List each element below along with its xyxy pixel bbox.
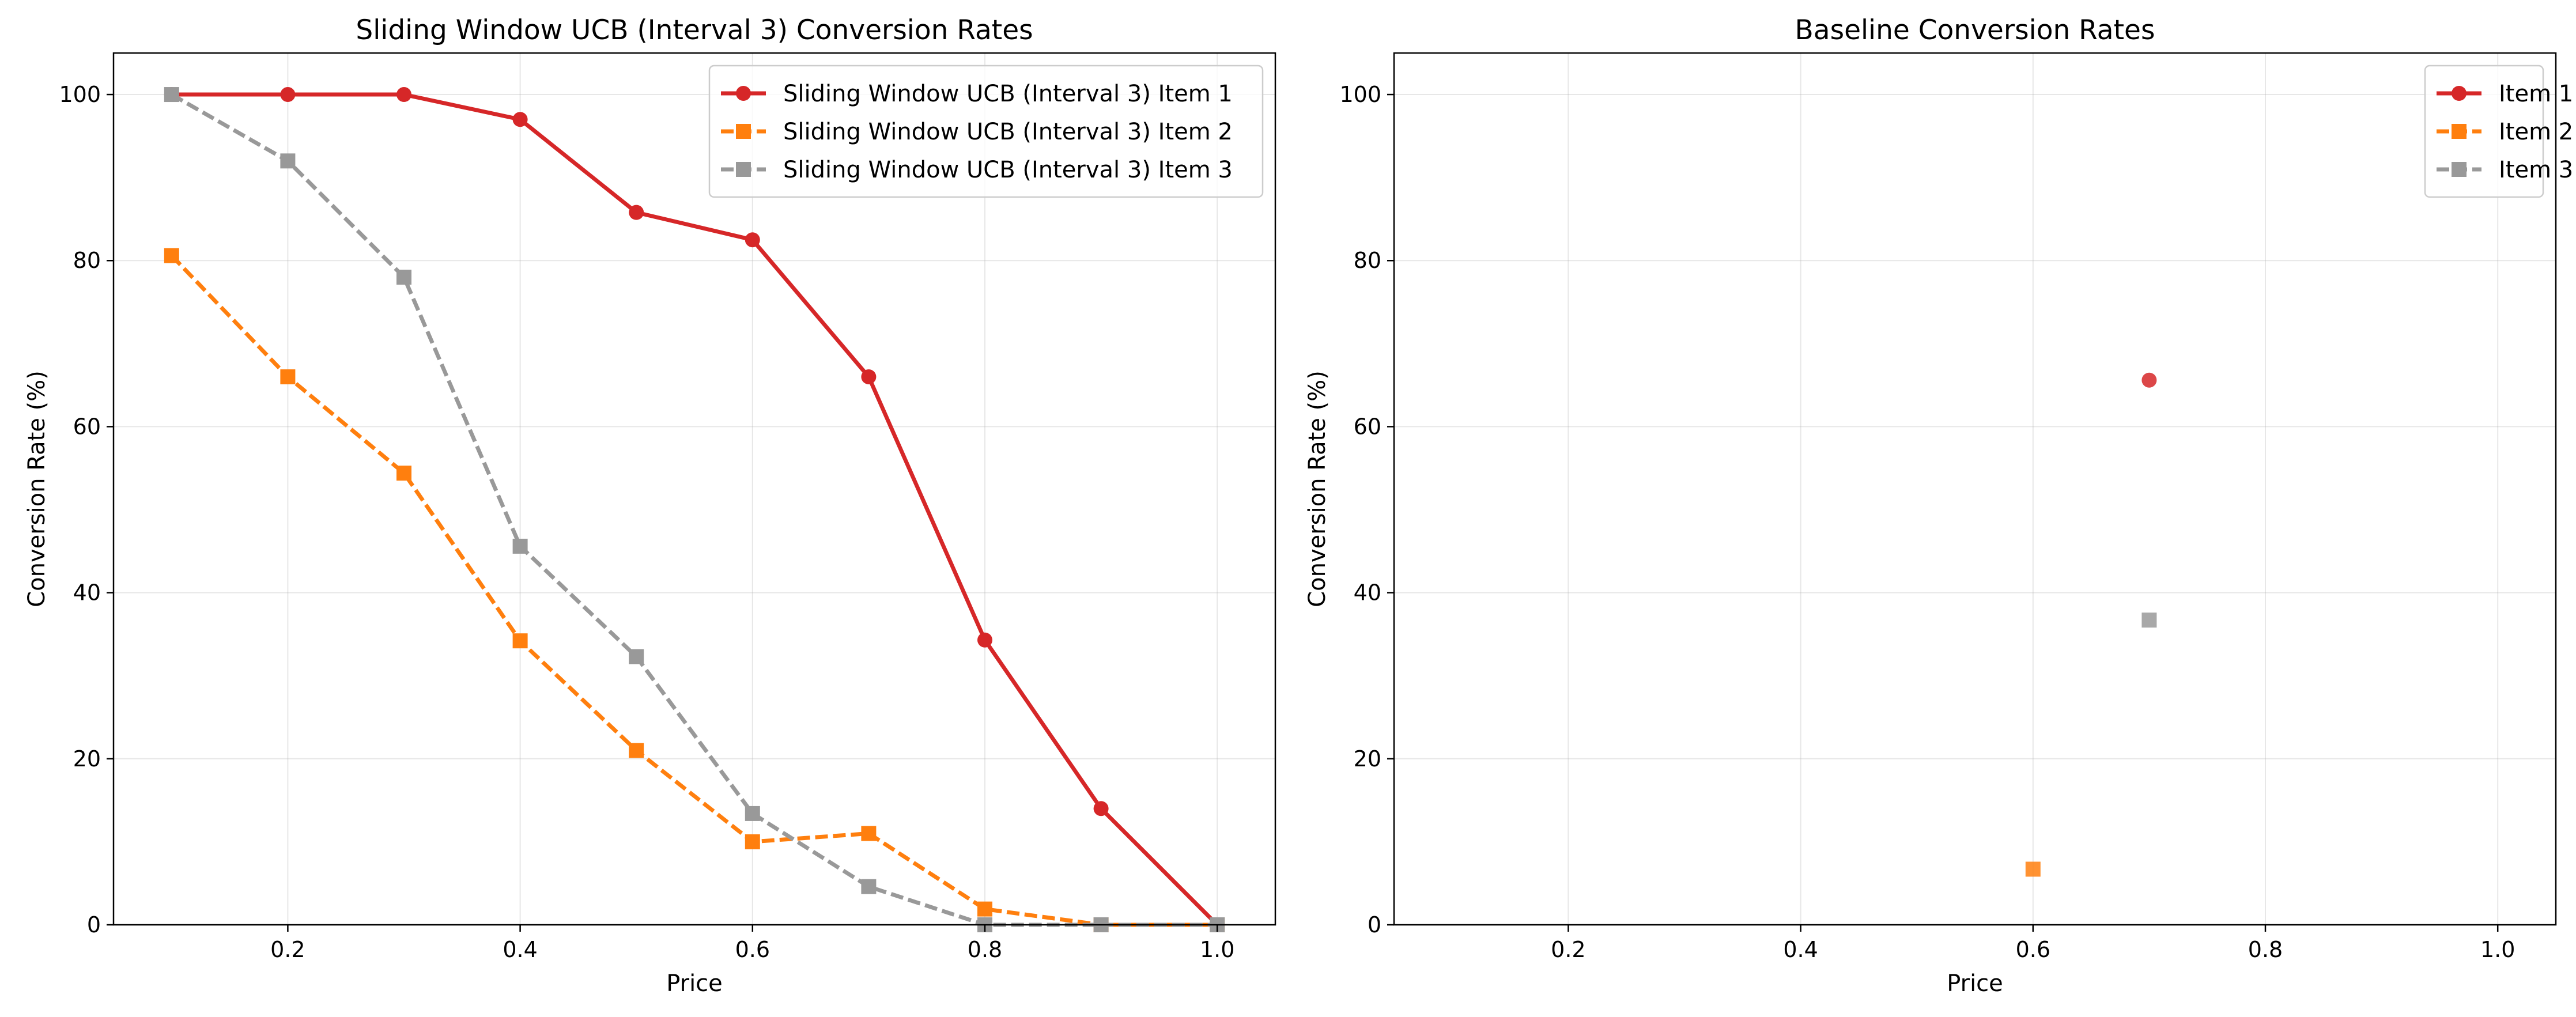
data-point bbox=[512, 112, 528, 127]
legend: Item 1 Item 2 Item 3 bbox=[2424, 65, 2573, 198]
data-point bbox=[280, 369, 296, 384]
data-point bbox=[396, 466, 411, 481]
y-tick-label: 0 bbox=[87, 912, 101, 937]
y-tick-label: 100 bbox=[59, 82, 101, 107]
data-point bbox=[2025, 861, 2041, 877]
series-line bbox=[170, 254, 1218, 927]
legend-label: Sliding Window UCB (Interval 3) Item 1 bbox=[783, 81, 1233, 107]
series-2 bbox=[164, 248, 1225, 932]
y-axis-label: Conversion Rate (%) bbox=[1304, 370, 1331, 607]
legend-swatch-marker bbox=[2452, 86, 2467, 101]
chart-title: Sliding Window UCB (Interval 3) Conversi… bbox=[356, 14, 1033, 46]
data-point bbox=[280, 87, 296, 103]
y-axis-label: Conversion Rate (%) bbox=[24, 370, 50, 607]
chart-1: 0.2 0.4 0.6 0.8 1.0 0 20 40 60 80 100 Sliding Windo… bbox=[24, 14, 1276, 997]
chart-2: 0.2 0.4 0.6 0.8 1.0 0 20 40 60 80 100 Baseline Conv… bbox=[1304, 14, 2573, 997]
x-tick-label: 0.4 bbox=[1783, 937, 1818, 962]
chart-title: Baseline Conversion Rates bbox=[1795, 14, 2155, 46]
data-point bbox=[396, 270, 411, 285]
x-tick-label: 0.6 bbox=[2016, 937, 2050, 962]
data-point bbox=[861, 369, 877, 384]
plot-frame bbox=[1393, 52, 2557, 926]
x-tick-label: 1.0 bbox=[2480, 937, 2515, 962]
x-tick-label: 0.6 bbox=[735, 937, 770, 962]
series-3 bbox=[164, 87, 1225, 932]
series-line bbox=[171, 93, 1218, 927]
x-axis-label: Price bbox=[666, 970, 723, 997]
y-tick-label: 60 bbox=[73, 414, 101, 439]
y-tick-label: 80 bbox=[1354, 248, 1381, 273]
y-tick-label: 0 bbox=[1368, 912, 1381, 937]
y-tick-label: 20 bbox=[73, 746, 101, 772]
data-point bbox=[629, 743, 644, 758]
y-tick-label: 40 bbox=[73, 580, 101, 606]
series-3 bbox=[2141, 613, 2157, 628]
legend: Sliding Window UCB (Interval 3) Item 1 Sl… bbox=[708, 65, 1264, 198]
data-point bbox=[745, 232, 760, 248]
data-point bbox=[396, 87, 411, 103]
data-point bbox=[861, 826, 877, 841]
data-point bbox=[629, 205, 644, 220]
legend-swatch-marker bbox=[736, 162, 751, 177]
legend-swatch-marker bbox=[2452, 162, 2467, 177]
y-tick-label: 40 bbox=[1354, 580, 1381, 606]
data-point bbox=[861, 879, 877, 894]
y-tick-label: 80 bbox=[73, 248, 101, 273]
legend-label: Item 3 bbox=[2499, 157, 2573, 183]
data-point bbox=[977, 632, 992, 648]
series-2 bbox=[2025, 861, 2041, 877]
data-point bbox=[745, 806, 760, 821]
x-tick-label: 0.2 bbox=[270, 937, 305, 962]
plot-frame bbox=[112, 52, 1276, 926]
legend-label: Item 1 bbox=[2499, 81, 2573, 107]
y-tick-label: 20 bbox=[1354, 746, 1381, 772]
legend-swatch-marker bbox=[736, 124, 751, 139]
series-line bbox=[171, 92, 1219, 927]
legend-label: Sliding Window UCB (Interval 3) Item 3 bbox=[783, 157, 1233, 183]
x-axis-label: Price bbox=[1947, 970, 2003, 997]
data-point bbox=[745, 834, 760, 849]
x-tick-label: 1.0 bbox=[1200, 937, 1234, 962]
x-tick-label: 0.8 bbox=[2248, 937, 2283, 962]
legend-swatch-marker bbox=[736, 86, 751, 101]
x-tick-label: 0.4 bbox=[503, 937, 537, 962]
data-point bbox=[280, 153, 296, 169]
legend-swatch-marker bbox=[2452, 124, 2467, 139]
data-point bbox=[1093, 801, 1109, 816]
x-tick-label: 0.8 bbox=[968, 937, 1002, 962]
data-point bbox=[629, 649, 644, 664]
legend-label: Item 2 bbox=[2499, 119, 2573, 145]
data-point bbox=[2141, 372, 2157, 388]
data-point bbox=[164, 248, 179, 263]
series-1 bbox=[2141, 372, 2157, 388]
data-point bbox=[512, 538, 528, 554]
data-point bbox=[2141, 613, 2157, 628]
data-point bbox=[977, 901, 992, 917]
legend-label: Sliding Window UCB (Interval 3) Item 2 bbox=[783, 119, 1233, 145]
x-tick-label: 0.2 bbox=[1551, 937, 1585, 962]
data-point bbox=[164, 87, 179, 103]
y-tick-label: 60 bbox=[1354, 414, 1381, 439]
y-tick-label: 100 bbox=[1339, 82, 1381, 107]
legend-frame bbox=[708, 65, 1264, 198]
data-point bbox=[512, 633, 528, 649]
